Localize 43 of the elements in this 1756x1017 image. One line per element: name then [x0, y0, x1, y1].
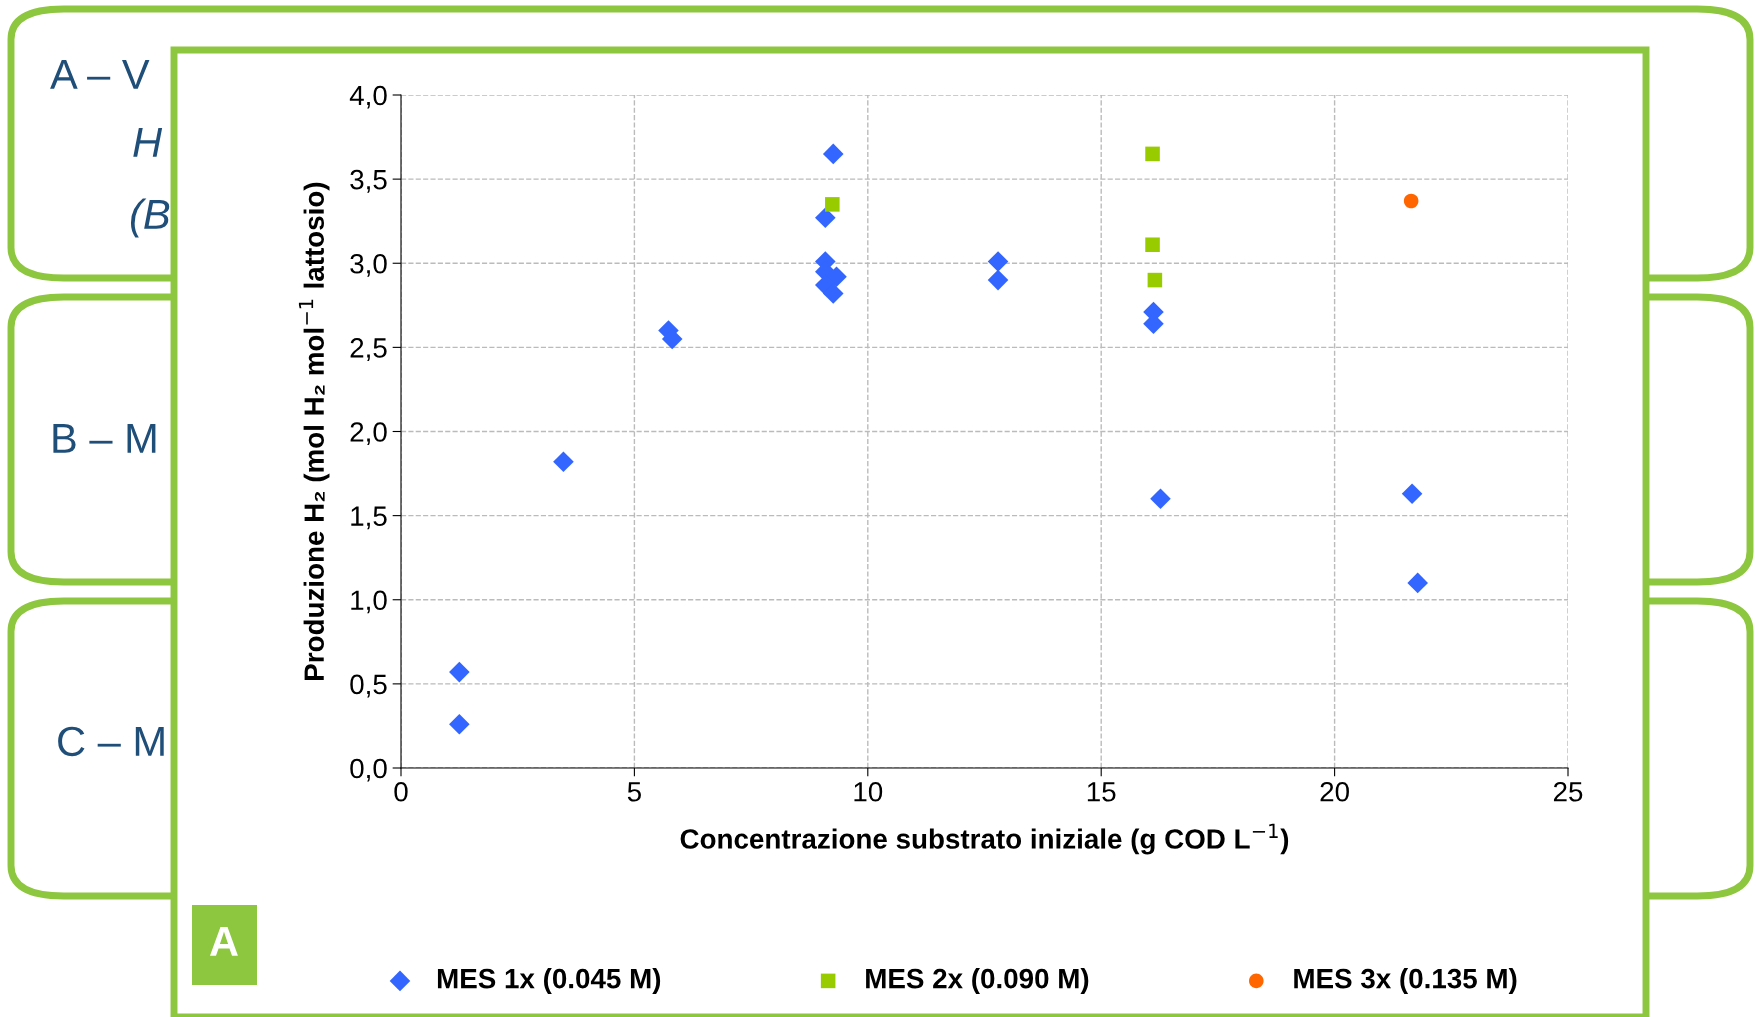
y-tick-label: 0,5: [350, 674, 387, 698]
y-tick-label: 2,0: [350, 422, 387, 446]
x-tick-label: 20: [1320, 781, 1349, 802]
point: [987, 269, 1009, 291]
y-axis-title: Produzione H₂ (mol H₂ mol$^{−1}$ lattosio): [298, 182, 330, 680]
point: [822, 143, 844, 165]
point: [449, 713, 470, 735]
x-tick-label: 5: [627, 782, 641, 802]
text: B – M: [53, 424, 156, 453]
point: [1403, 193, 1419, 209]
text: A: [209, 927, 238, 956]
y-tick-label: 0,0: [350, 758, 387, 782]
legend-label: MES 2x (0.090 M): [866, 968, 1089, 994]
x-tick-label: 0: [394, 781, 408, 802]
y-tick-label: 1,5: [351, 506, 387, 530]
x-tick-label: 10: [854, 781, 883, 802]
point: [1401, 483, 1423, 505]
text: (B: [130, 198, 170, 238]
point: [449, 661, 470, 683]
point: [1407, 572, 1428, 594]
point: [1150, 488, 1171, 510]
x-axis-title: Concentrazione substrato iniziale (g COD L$^{−1}$): [680, 823, 1289, 855]
y-tick-label: 1,0: [351, 590, 387, 614]
point: [553, 451, 574, 473]
y-tick-label: 3,0: [350, 253, 387, 277]
y-tick-label: 4,0: [349, 85, 387, 109]
point: [815, 207, 836, 229]
text: C – M: [58, 726, 164, 757]
y-tick-label: 2,5: [350, 338, 387, 361]
point: [1145, 237, 1160, 253]
point: [826, 266, 847, 288]
point: [987, 251, 1009, 272]
text: A – V: [50, 60, 150, 89]
x-tick-label: 15: [1087, 782, 1116, 802]
legend-label: MES 3x (0.135 M): [1294, 968, 1517, 994]
point: [825, 197, 840, 212]
x-tick-label: 25: [1553, 781, 1583, 802]
legend-label: MES 1x (0.045 M): [437, 968, 661, 994]
text: H: [133, 128, 163, 157]
y-tick-label: 3,5: [350, 169, 387, 193]
point: [1147, 272, 1163, 288]
point: [1145, 146, 1160, 162]
point: [822, 283, 844, 304]
